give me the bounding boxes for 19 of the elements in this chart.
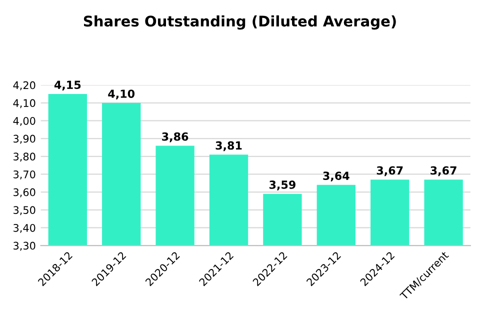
data-label: 3,67 [430, 166, 456, 176]
data-label: 3,64 [323, 172, 350, 182]
y-tick-label: 4,00 [13, 116, 36, 126]
data-label: 3,67 [376, 166, 403, 176]
y-tick-label: 4,10 [13, 99, 36, 108]
y-tick-label: 3,60 [14, 188, 36, 198]
data-label: 3,86 [162, 132, 188, 142]
data-label: 3,59 [269, 180, 296, 190]
y-tick-label: 3,70 [14, 170, 36, 180]
data-label: 4,15 [54, 80, 81, 90]
y-tick-label: 3,90 [14, 134, 36, 144]
y-tick-label: 3,80 [14, 152, 36, 162]
data-label: 4,10 [108, 90, 135, 100]
y-tick-label: 3,30 [14, 242, 36, 251]
chart-title: Shares Outstanding (Diluted Average) [84, 15, 396, 30]
y-tick-label: 3,50 [14, 206, 36, 216]
y-tick-label: 4,20 [13, 81, 36, 90]
data-label: 3,81 [216, 141, 242, 152]
y-tick-label: 3,40 [14, 224, 36, 233]
